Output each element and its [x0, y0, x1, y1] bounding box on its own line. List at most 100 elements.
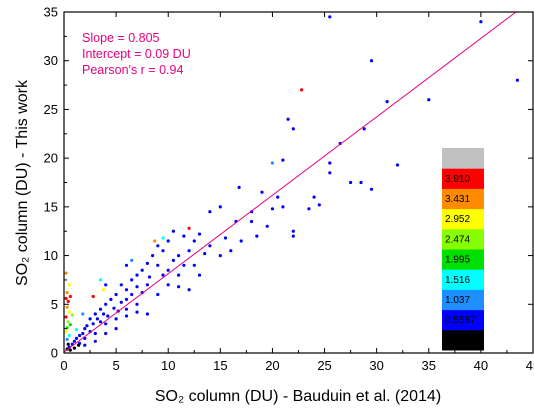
annotation-intercept: Intercept = 0.09 DU: [82, 47, 191, 61]
data-point-17: [359, 180, 363, 185]
data-point-116: [67, 333, 71, 338]
data-point-133: [276, 195, 280, 199]
data-point-129: [197, 273, 202, 277]
colorbar-label-2: 1.037: [445, 295, 470, 306]
data-point-31: [255, 234, 259, 238]
data-point-56: [135, 273, 139, 277]
scatter-points: [64, 15, 520, 352]
data-point-102: [66, 342, 70, 346]
data-point-15: [328, 171, 332, 175]
data-point-6: [385, 100, 389, 104]
data-point-104: [64, 271, 68, 275]
data-point-50: [156, 263, 160, 267]
y-tick-label-1: 5: [51, 297, 58, 312]
data-point-130: [229, 249, 233, 253]
data-point-21: [312, 195, 316, 199]
data-point-34: [187, 226, 191, 230]
data-point-124: [104, 283, 108, 287]
data-point-111: [67, 310, 71, 314]
data-point-33: [197, 232, 202, 236]
colorbar-swatch-3: [442, 269, 484, 290]
data-point-134: [317, 203, 321, 207]
x-tick-label-3: 15: [213, 358, 227, 373]
colorbar-label-4: 1.995: [445, 255, 470, 266]
data-point-19: [237, 185, 241, 189]
data-point-95: [104, 322, 108, 326]
colorbar-swatch-2: [442, 289, 484, 311]
data-point-38: [208, 244, 212, 248]
y-axis-title: SO₂ column (DU) - This work: [14, 79, 31, 286]
colorbar-swatch-8: [442, 168, 484, 189]
data-point-72: [104, 302, 108, 306]
data-point-11: [270, 161, 274, 165]
data-point-106: [65, 291, 69, 295]
data-point-122: [98, 278, 103, 282]
x-tick-label-4: 20: [265, 358, 279, 373]
colorbar-label-8: 3.910: [445, 174, 470, 185]
data-point-78: [93, 312, 97, 316]
colorbar-label-6: 2.952: [445, 214, 470, 225]
x-tick-label-5: 25: [317, 358, 331, 373]
data-point-7: [427, 98, 431, 102]
data-point-108: [66, 299, 70, 303]
data-point-84: [83, 327, 87, 331]
data-point-59: [153, 239, 157, 243]
data-point-32: [223, 236, 228, 240]
data-point-0: [328, 15, 332, 19]
data-point-1: [479, 20, 483, 24]
data-point-5: [286, 117, 290, 121]
data-point-132: [250, 219, 254, 224]
y-tick-label-3: 15: [44, 199, 58, 214]
data-point-82: [88, 317, 92, 321]
data-point-70: [119, 300, 123, 304]
data-point-119: [70, 313, 74, 317]
data-point-44: [156, 244, 160, 248]
data-point-144: [114, 327, 118, 331]
data-point-81: [98, 320, 103, 324]
data-point-27: [208, 210, 212, 214]
data-point-18: [369, 187, 374, 191]
colorbar-swatch-1: [442, 309, 484, 331]
data-point-14: [395, 163, 400, 167]
x-tick-label-2: 10: [161, 358, 175, 373]
data-point-80: [91, 322, 95, 326]
data-point-96: [124, 307, 129, 311]
data-point-137: [156, 292, 160, 297]
data-point-131: [239, 239, 243, 243]
colorbar-swatch-0: [442, 329, 484, 351]
data-point-45: [161, 249, 165, 253]
data-point-71: [124, 297, 129, 301]
annotation-pearson: Pearson's r = 0.94: [82, 63, 183, 77]
colorbar-swatch-7: [442, 188, 484, 210]
colorbar: 0.08000 0.5587 1.037 1.516 1.995 2.474 2.952 3.…: [442, 148, 484, 351]
colorbar-swatch-5: [442, 228, 484, 250]
data-point-62: [119, 283, 123, 287]
data-point-115: [64, 330, 68, 334]
colorbar-label-1: 0.5587: [445, 315, 476, 326]
data-point-87: [78, 333, 82, 338]
data-point-43: [166, 239, 170, 243]
colorbar-swatch-9: [442, 148, 484, 169]
data-point-136: [166, 283, 170, 287]
data-point-2: [515, 78, 520, 82]
data-point-113: [66, 320, 70, 324]
data-point-54: [161, 273, 165, 277]
data-point-16: [349, 180, 353, 185]
data-point-58: [177, 273, 181, 277]
data-point-61: [124, 263, 129, 267]
data-point-20: [260, 190, 264, 194]
data-point-40: [177, 254, 181, 258]
data-point-79: [95, 317, 99, 321]
data-point-88: [74, 336, 79, 340]
data-point-135: [291, 234, 295, 238]
data-point-140: [124, 314, 129, 318]
colorbar-label-3: 1.516: [445, 275, 470, 286]
data-point-12: [281, 158, 285, 162]
data-point-66: [114, 292, 118, 297]
x-tick-label-0: 0: [60, 358, 67, 373]
data-point-86: [81, 331, 85, 336]
data-point-4: [300, 88, 304, 92]
data-point-35: [171, 229, 175, 233]
data-point-30: [291, 229, 295, 233]
